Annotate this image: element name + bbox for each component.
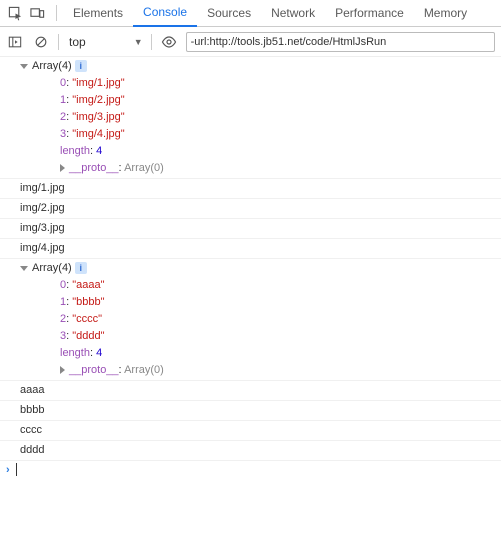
log-entry-text: img/1.jpg	[0, 179, 501, 199]
log-entry-text: dddd	[0, 441, 501, 461]
console-toolbar: top ▼	[0, 27, 501, 57]
log-text: img/1.jpg	[20, 182, 65, 194]
prop-value: Array(0)	[124, 364, 164, 376]
log-text: img/3.jpg	[20, 222, 65, 234]
object-property: 2: "cccc"	[20, 311, 501, 328]
prop-index: 3	[60, 128, 66, 140]
log-entry-text: aaaa	[0, 381, 501, 401]
object-property: length: 4	[20, 345, 501, 362]
tabbar-divider	[56, 5, 57, 21]
context-selector[interactable]: top	[69, 35, 86, 49]
info-icon[interactable]: i	[75, 262, 87, 274]
object-property: 0: "img/1.jpg"	[20, 75, 501, 92]
prop-value: 4	[96, 145, 102, 157]
tab-label: Elements	[73, 6, 123, 20]
object-header: Array(4)	[32, 262, 72, 274]
prop-value: "img/3.jpg"	[72, 111, 124, 123]
prop-value: "cccc"	[72, 313, 102, 325]
prop-value: Array(0)	[124, 162, 164, 174]
eye-icon[interactable]	[160, 33, 178, 51]
object-property: 1: "img/2.jpg"	[20, 92, 501, 109]
object-property[interactable]: __proto__: Array(0)	[20, 160, 501, 177]
toolbar-divider	[151, 34, 152, 50]
clear-console-icon[interactable]	[32, 33, 50, 51]
prop-value: "img/1.jpg"	[72, 77, 124, 89]
tab-label: Sources	[207, 6, 251, 20]
object-property: 0: "aaaa"	[20, 277, 501, 294]
devtools-tabbar: Elements Console Sources Network Perform…	[0, 0, 501, 27]
log-text: img/4.jpg	[20, 242, 65, 254]
filter-input[interactable]	[186, 32, 495, 52]
prop-index: 0	[60, 77, 66, 89]
object-property[interactable]: __proto__: Array(0)	[20, 362, 501, 379]
disclosure-icon[interactable]	[20, 266, 28, 271]
object-property: 1: "bbbb"	[20, 294, 501, 311]
prop-index: 1	[60, 94, 66, 106]
tab-sources[interactable]: Sources	[197, 0, 261, 27]
prop-value: "dddd"	[72, 330, 104, 342]
prop-key: __proto__	[69, 364, 119, 376]
tab-label: Memory	[424, 6, 467, 20]
log-text: cccc	[20, 424, 42, 436]
chevron-right-icon: ›	[6, 464, 10, 476]
prop-index: 0	[60, 279, 66, 291]
log-entry-text: bbbb	[0, 401, 501, 421]
tab-label: Performance	[335, 6, 404, 20]
prop-index: 2	[60, 111, 66, 123]
text-cursor	[16, 463, 17, 476]
object-property: 3: "dddd"	[20, 328, 501, 345]
prop-index: 3	[60, 330, 66, 342]
log-entry-text: img/2.jpg	[0, 199, 501, 219]
prop-index: 2	[60, 313, 66, 325]
log-entry-object[interactable]: Array(4) i 0: "img/1.jpg" 1: "img/2.jpg"…	[0, 57, 501, 179]
log-entry-text: cccc	[0, 421, 501, 441]
log-entry-object[interactable]: Array(4) i 0: "aaaa" 1: "bbbb" 2: "cccc"…	[0, 259, 501, 381]
prop-key: __proto__	[69, 162, 119, 174]
prop-value: "img/2.jpg"	[72, 94, 124, 106]
sidebar-toggle-icon[interactable]	[6, 33, 24, 51]
tab-label: Console	[143, 5, 187, 19]
disclosure-icon[interactable]	[20, 64, 28, 69]
chevron-down-icon[interactable]: ▼	[134, 37, 143, 47]
console-output: Array(4) i 0: "img/1.jpg" 1: "img/2.jpg"…	[0, 57, 501, 478]
object-property: length: 4	[20, 143, 501, 160]
prop-index: 1	[60, 296, 66, 308]
prop-value: "aaaa"	[72, 279, 104, 291]
context-label: top	[69, 35, 86, 49]
info-icon[interactable]: i	[75, 60, 87, 72]
object-property: 2: "img/3.jpg"	[20, 109, 501, 126]
tab-label: Network	[271, 6, 315, 20]
log-text: dddd	[20, 444, 44, 456]
log-text: img/2.jpg	[20, 202, 65, 214]
object-property: 3: "img/4.jpg"	[20, 126, 501, 143]
disclosure-icon[interactable]	[60, 366, 65, 374]
log-entry-text: img/4.jpg	[0, 239, 501, 259]
inspect-icon[interactable]	[6, 4, 24, 22]
log-text: bbbb	[20, 404, 44, 416]
object-header: Array(4)	[32, 60, 72, 72]
tab-network[interactable]: Network	[261, 0, 325, 27]
log-text: aaaa	[20, 384, 44, 396]
prop-value: "bbbb"	[72, 296, 104, 308]
log-entry-text: img/3.jpg	[0, 219, 501, 239]
toolbar-divider	[58, 34, 59, 50]
device-toggle-icon[interactable]	[28, 4, 46, 22]
tab-performance[interactable]: Performance	[325, 0, 414, 27]
tab-elements[interactable]: Elements	[63, 0, 133, 27]
tab-console[interactable]: Console	[133, 0, 197, 27]
prop-key: length	[60, 347, 90, 359]
disclosure-icon[interactable]	[60, 164, 65, 172]
prop-value: 4	[96, 347, 102, 359]
console-prompt[interactable]: ›	[0, 461, 501, 478]
prop-value: "img/4.jpg"	[72, 128, 124, 140]
prop-key: length	[60, 145, 90, 157]
tab-memory[interactable]: Memory	[414, 0, 477, 27]
